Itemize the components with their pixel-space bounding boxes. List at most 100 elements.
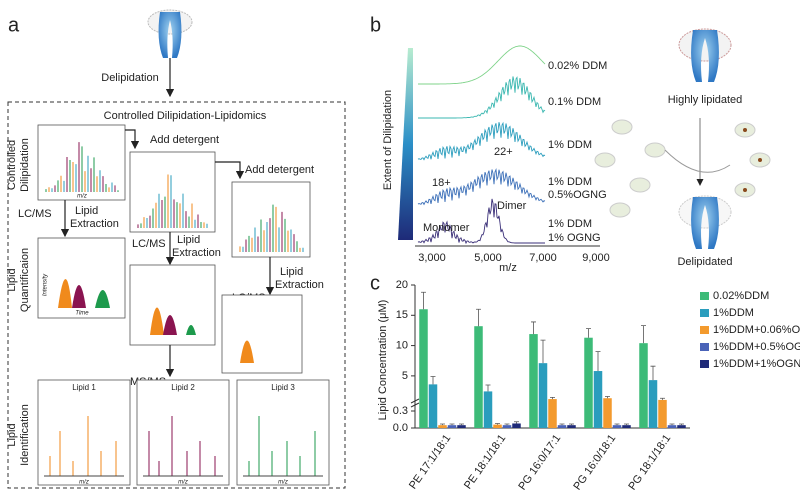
error-bar (440, 423, 445, 426)
error-bar (641, 325, 646, 344)
y-tick-label: 10 (396, 339, 408, 351)
x-tick-label: PG 16:0/18:1 (571, 433, 618, 493)
nanodiscs (594, 118, 771, 218)
bar (493, 424, 502, 428)
box-title: Controlled Dilipidation-Lipidomics (104, 110, 267, 122)
bar (639, 343, 648, 428)
y-tick-label: 5 (402, 370, 408, 382)
side-label: ControlledDilipidation (6, 138, 31, 192)
condition-label: 0.1% DDM (548, 96, 601, 108)
step-label: Lipid Extraction (275, 266, 324, 291)
axis-label: m/z (278, 480, 288, 486)
bar (648, 380, 658, 428)
bar (612, 425, 622, 428)
legend-swatch (700, 326, 709, 334)
lipid-label: Lipid 2 (171, 383, 195, 392)
error-bar (476, 308, 481, 327)
protein-icon (678, 195, 732, 249)
bar (667, 425, 677, 428)
step-label: Delipidation (101, 72, 158, 84)
legend-label: 1%DDM (713, 307, 754, 319)
state-label: Highly lipidated (668, 94, 743, 106)
lipid-label: Lipid 1 (72, 383, 96, 392)
error-bar (569, 423, 574, 426)
bar (584, 337, 593, 428)
error-bar (605, 396, 610, 399)
ms2-lines: m/z m/z m/z (44, 416, 323, 486)
bar (557, 425, 567, 428)
legend-label: 1%DDM+0.5%OGNG (713, 341, 800, 353)
axis-label: Time (75, 311, 89, 317)
step-label: Add detergent (245, 164, 314, 176)
legend-swatch (700, 292, 709, 300)
chromatogram-box (221, 294, 303, 374)
spectrum-trace (418, 45, 546, 85)
axis-label: m/z (77, 194, 87, 200)
error-bar (504, 423, 510, 426)
x-axis-label: m/z (499, 262, 517, 274)
error-bar (595, 351, 601, 372)
error-bar (614, 423, 620, 426)
error-bar (550, 396, 555, 400)
panel-label: b (370, 14, 381, 36)
bar (677, 425, 686, 428)
error-bar (421, 291, 426, 310)
bar (474, 326, 483, 428)
arrow (215, 161, 245, 180)
bar (512, 423, 521, 428)
axis-label: Intensity (43, 273, 49, 296)
legend-label: 1%DDM+0.06%OGNG (713, 324, 800, 336)
side-label: LipidQuantificaion (6, 248, 31, 312)
gradient-triangle (398, 48, 413, 240)
error-bar (514, 421, 519, 424)
bar (538, 363, 548, 428)
charge-label: 18+ (432, 177, 451, 189)
error-bar (495, 423, 500, 425)
legend-swatch (700, 343, 709, 351)
axis-label: m/z (178, 480, 188, 486)
error-bar (660, 397, 665, 400)
axis-label: Extent of Dilipidation (382, 90, 394, 190)
bar (548, 399, 557, 428)
ms2-box (136, 379, 230, 486)
error-bar (485, 384, 491, 392)
x-tick-label: 9,000 (582, 252, 610, 264)
bar (457, 425, 466, 428)
bar (529, 334, 538, 428)
legend-swatch (700, 360, 709, 368)
bar (428, 384, 438, 428)
bar (419, 309, 428, 428)
arrow (125, 129, 140, 150)
error-bar (624, 423, 629, 426)
y-tick-label: 20 (396, 279, 408, 291)
peaks (58, 279, 254, 363)
error-bar (679, 423, 684, 426)
bar (502, 425, 512, 428)
protein-icon (678, 28, 732, 82)
step-label: Lipid Extraction (172, 234, 221, 259)
spectrum-trace (417, 198, 545, 245)
bar (447, 425, 457, 428)
condition-label: 0.02% DDM (548, 60, 607, 72)
axis-break (410, 398, 420, 408)
step-label: LC/MS (132, 238, 166, 250)
spectrum-trace (418, 76, 546, 119)
x-tick-label: PE 18:1/18:1 (462, 433, 508, 492)
error-bar (531, 321, 536, 335)
panel-label: c (370, 272, 380, 294)
protein-icon (147, 9, 193, 58)
error-bar (669, 423, 675, 426)
y-tick-label: 0.0 (393, 422, 408, 434)
x-tick-label: 3,000 (418, 252, 446, 264)
y-tick-label: 15 (396, 309, 408, 321)
bar (438, 425, 447, 428)
peak-label: Monomer (423, 222, 470, 234)
state-label: Delipidated (677, 256, 732, 268)
spectra (417, 45, 546, 245)
spectrum-trace (417, 121, 546, 161)
x-tick-label: PE 17:1/18:1 (407, 433, 453, 492)
error-bar (430, 376, 436, 385)
error-bar (586, 328, 591, 338)
